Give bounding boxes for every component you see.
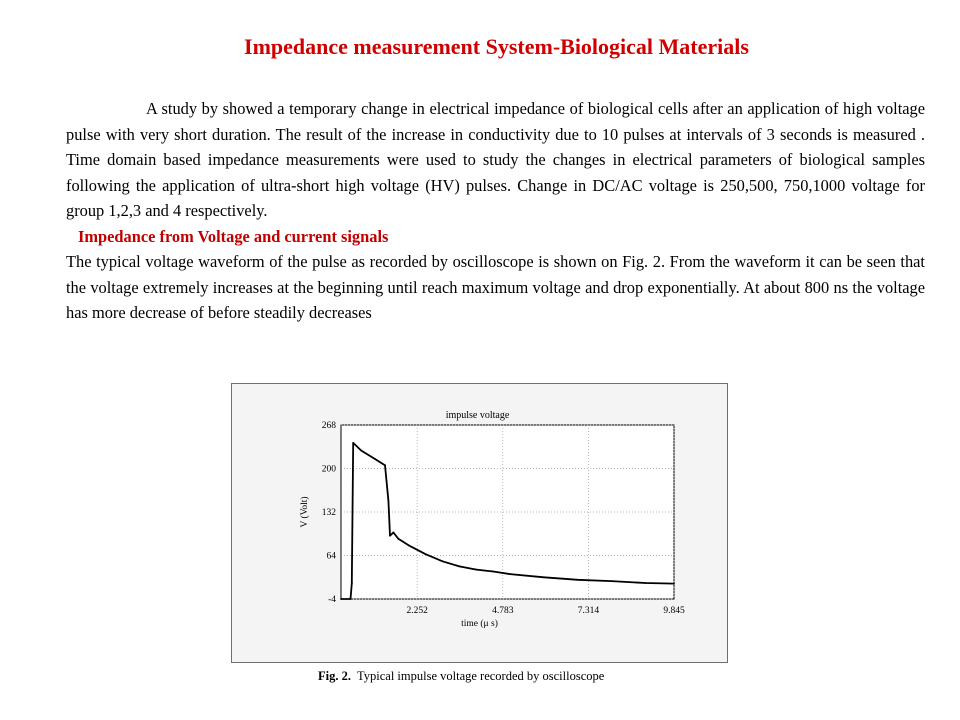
y-tick-label: -4	[328, 595, 336, 605]
voltage-data-point	[509, 573, 512, 575]
page-title: Impedance measurement System-Biological …	[244, 34, 749, 59]
voltage-data-point	[397, 537, 400, 540]
x-tick-label: 4.783	[492, 606, 514, 616]
section-subheading: Impedance from Voltage and current signa…	[78, 226, 389, 246]
body-text: A study by showed a temporary change in …	[66, 96, 925, 326]
x-tick-label: 7.314	[578, 606, 600, 616]
y-tick-label: 64	[327, 552, 337, 562]
x-tick-label: 9.845	[663, 606, 685, 616]
y-tick-label: 132	[322, 508, 337, 518]
voltage-data-point	[492, 570, 495, 573]
y-tick-label: 268	[322, 421, 337, 431]
voltage-data-point	[407, 544, 410, 547]
y-tick-label: 200	[322, 465, 337, 475]
voltage-data-point	[350, 582, 353, 585]
chart-title: impulse voltage	[446, 410, 510, 421]
voltage-data-point	[475, 568, 478, 571]
voltage-data-point	[360, 449, 363, 452]
y-axis-label: V (Volt)	[299, 496, 310, 527]
figure-caption-label: Fig. 2.	[318, 669, 351, 683]
voltage-data-point	[543, 576, 545, 579]
voltage-data-point	[384, 464, 386, 467]
voltage-data-point	[644, 582, 647, 584]
x-tick-label: 2.252	[406, 606, 428, 616]
voltage-data-point	[441, 560, 444, 563]
voltage-data-point	[387, 499, 390, 502]
voltage-data-point	[349, 598, 352, 600]
voltage-data-point	[340, 598, 342, 600]
voltage-data-point	[352, 442, 355, 444]
voltage-data-point	[576, 578, 579, 581]
voltage-data-point	[610, 580, 613, 582]
impulse-voltage-chart: 2.252 4.783 7.314 9.845 268 200 132 64 -4 impulse…	[299, 410, 685, 629]
voltage-data-point	[389, 534, 391, 537]
waveform-paragraph: The typical voltage waveform of the puls…	[66, 252, 925, 322]
figure-impulse-voltage: 2.252 4.783 7.314 9.845 268 200 132 64 -4 impulse…	[231, 383, 728, 663]
voltage-data-point	[458, 565, 461, 568]
voltage-data-point	[424, 553, 427, 556]
figure-caption-text: Typical impulse voltage recorded by osci…	[356, 669, 605, 683]
plot-area	[340, 424, 675, 600]
voltage-data-point	[373, 458, 376, 460]
intro-paragraph: A study by showed a temporary change in …	[66, 99, 925, 220]
figure-caption: Fig. 2. Typical impulse voltage recorded …	[318, 669, 678, 684]
x-axis-label: time (μ s)	[461, 618, 498, 629]
voltage-data-point	[673, 582, 675, 585]
voltage-data-point	[392, 531, 395, 534]
